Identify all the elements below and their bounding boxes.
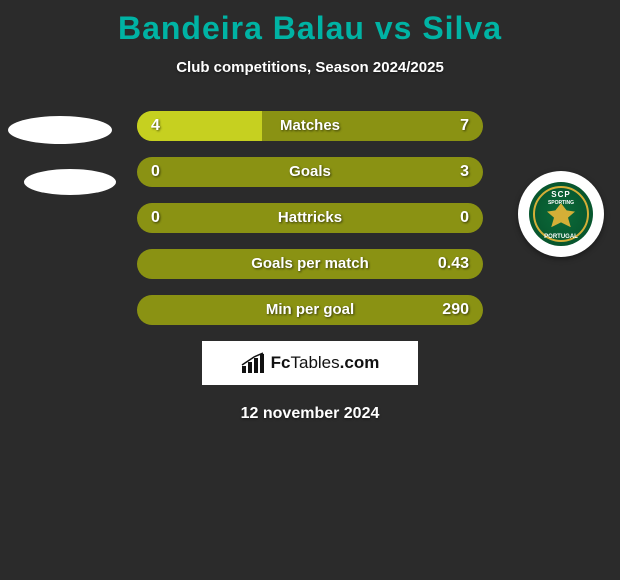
stat-bar: 0Hattricks0 bbox=[137, 203, 483, 233]
club-logo-right: SCP SPORTING PORTUGAL bbox=[518, 171, 604, 257]
badge-text-top: SCP bbox=[529, 190, 593, 199]
content-area: SCP SPORTING PORTUGAL 4Matches70Goals30H… bbox=[0, 111, 620, 423]
stat-right-value: 0 bbox=[460, 203, 469, 233]
sporting-badge: SCP SPORTING PORTUGAL bbox=[529, 182, 593, 246]
stat-bar: 0Goals3 bbox=[137, 157, 483, 187]
date-text: 12 november 2024 bbox=[0, 405, 620, 423]
stat-right-value: 290 bbox=[442, 295, 469, 325]
white-ellipse bbox=[24, 169, 116, 195]
chart-icon bbox=[241, 352, 265, 374]
stat-label: Goals bbox=[137, 157, 483, 187]
stat-label: Min per goal bbox=[137, 295, 483, 325]
badge-text-bot: PORTUGAL bbox=[529, 234, 593, 240]
stat-bar: 4Matches7 bbox=[137, 111, 483, 141]
watermark-text: FcTables.com bbox=[271, 353, 380, 373]
stat-label: Goals per match bbox=[137, 249, 483, 279]
stat-bar: Min per goal290 bbox=[137, 295, 483, 325]
stat-bars: 4Matches70Goals30Hattricks0Goals per mat… bbox=[137, 111, 483, 325]
page-title: Bandeira Balau vs Silva bbox=[0, 0, 620, 47]
watermark-prefix: Fc bbox=[271, 353, 291, 372]
subtitle: Club competitions, Season 2024/2025 bbox=[0, 59, 620, 76]
watermark-suffix: .com bbox=[340, 353, 380, 372]
stat-bar: Goals per match0.43 bbox=[137, 249, 483, 279]
stat-right-value: 7 bbox=[460, 111, 469, 141]
stat-right-value: 3 bbox=[460, 157, 469, 187]
white-ellipse bbox=[8, 116, 112, 144]
watermark: FcTables.com bbox=[202, 341, 418, 385]
stat-label: Hattricks bbox=[137, 203, 483, 233]
stat-label: Matches bbox=[137, 111, 483, 141]
stat-right-value: 0.43 bbox=[438, 249, 469, 279]
watermark-mid: Tables bbox=[291, 353, 340, 372]
